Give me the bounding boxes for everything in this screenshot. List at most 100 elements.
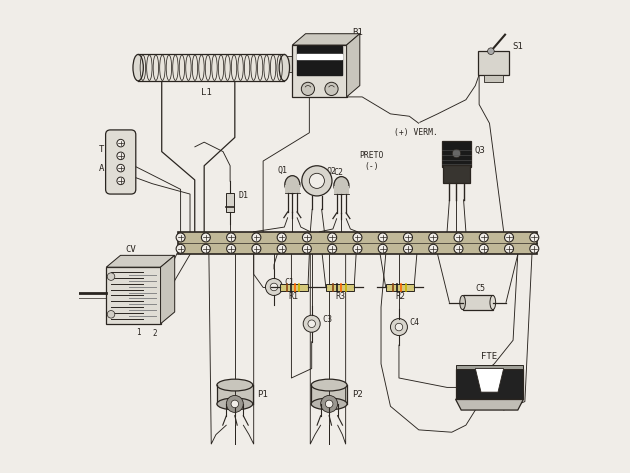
Bar <box>226 193 234 212</box>
Circle shape <box>277 233 286 242</box>
Text: 2: 2 <box>152 329 157 338</box>
Circle shape <box>252 233 261 242</box>
Circle shape <box>378 233 387 242</box>
Circle shape <box>302 244 311 253</box>
Bar <box>455 365 524 369</box>
Circle shape <box>227 244 236 253</box>
Circle shape <box>505 233 513 242</box>
Circle shape <box>530 244 539 253</box>
Ellipse shape <box>285 175 300 193</box>
Circle shape <box>117 152 125 159</box>
Text: PRETO
(-): PRETO (-) <box>359 151 384 171</box>
Text: P1: P1 <box>258 390 268 399</box>
Bar <box>138 54 284 81</box>
Circle shape <box>391 318 408 335</box>
Bar <box>386 284 414 291</box>
Circle shape <box>395 323 403 331</box>
Bar <box>478 51 509 75</box>
Text: Q2: Q2 <box>326 167 336 176</box>
Circle shape <box>202 233 210 242</box>
Text: C4: C4 <box>410 318 420 327</box>
Circle shape <box>117 164 125 172</box>
Circle shape <box>328 244 336 253</box>
Text: T: T <box>99 145 105 154</box>
Circle shape <box>226 395 243 412</box>
Circle shape <box>277 244 286 253</box>
Circle shape <box>353 244 362 253</box>
Circle shape <box>270 283 278 291</box>
Circle shape <box>302 233 311 242</box>
Text: R2: R2 <box>395 292 405 301</box>
Circle shape <box>308 320 316 327</box>
Text: D1: D1 <box>239 191 249 200</box>
Circle shape <box>107 311 115 318</box>
Circle shape <box>309 173 324 188</box>
Circle shape <box>301 82 314 96</box>
Ellipse shape <box>279 54 290 81</box>
Circle shape <box>321 395 338 412</box>
Circle shape <box>403 244 413 253</box>
Circle shape <box>202 244 210 253</box>
Ellipse shape <box>490 296 496 310</box>
Circle shape <box>454 244 463 253</box>
Text: S1: S1 <box>512 42 523 51</box>
Text: C3: C3 <box>322 315 332 324</box>
Text: A: A <box>99 164 105 173</box>
Bar <box>292 45 346 97</box>
Circle shape <box>488 48 494 54</box>
Ellipse shape <box>460 296 466 310</box>
Circle shape <box>353 233 362 242</box>
Circle shape <box>325 400 333 408</box>
Circle shape <box>429 244 438 253</box>
Circle shape <box>452 149 461 158</box>
Text: L1: L1 <box>201 88 212 96</box>
Circle shape <box>325 82 338 96</box>
Bar <box>280 284 308 291</box>
Bar <box>297 46 342 75</box>
Circle shape <box>117 140 125 147</box>
Ellipse shape <box>334 176 349 194</box>
Text: +: + <box>481 296 486 305</box>
Text: C2: C2 <box>333 168 343 177</box>
Bar <box>334 185 349 194</box>
Circle shape <box>117 177 125 184</box>
Polygon shape <box>455 368 524 399</box>
Text: R3: R3 <box>335 292 345 301</box>
Circle shape <box>530 233 539 242</box>
Text: CV: CV <box>126 245 137 254</box>
Ellipse shape <box>311 379 347 391</box>
Text: FTE: FTE <box>481 352 498 361</box>
Polygon shape <box>346 34 360 97</box>
Bar <box>106 267 161 324</box>
Bar <box>484 75 503 82</box>
Ellipse shape <box>311 398 347 410</box>
Circle shape <box>227 233 236 242</box>
Circle shape <box>252 244 261 253</box>
Circle shape <box>231 400 239 408</box>
Circle shape <box>479 233 488 242</box>
Circle shape <box>403 233 413 242</box>
Circle shape <box>328 233 336 242</box>
Circle shape <box>176 233 185 242</box>
Bar <box>326 284 354 291</box>
Circle shape <box>429 233 438 242</box>
Bar <box>444 165 470 183</box>
Polygon shape <box>161 255 175 324</box>
FancyBboxPatch shape <box>106 130 136 194</box>
Circle shape <box>265 279 282 296</box>
Ellipse shape <box>133 54 144 81</box>
Text: (+) VERM.: (+) VERM. <box>394 128 438 137</box>
Text: Q1: Q1 <box>277 166 287 175</box>
Text: Q3: Q3 <box>474 146 485 155</box>
Polygon shape <box>476 368 503 392</box>
Ellipse shape <box>217 398 253 410</box>
Bar <box>217 385 253 404</box>
Text: C5: C5 <box>475 284 485 293</box>
Polygon shape <box>292 34 360 45</box>
Bar <box>284 56 293 72</box>
Ellipse shape <box>217 379 253 391</box>
Bar <box>285 184 300 193</box>
Circle shape <box>378 244 387 253</box>
Bar <box>442 141 471 166</box>
Circle shape <box>303 315 320 332</box>
